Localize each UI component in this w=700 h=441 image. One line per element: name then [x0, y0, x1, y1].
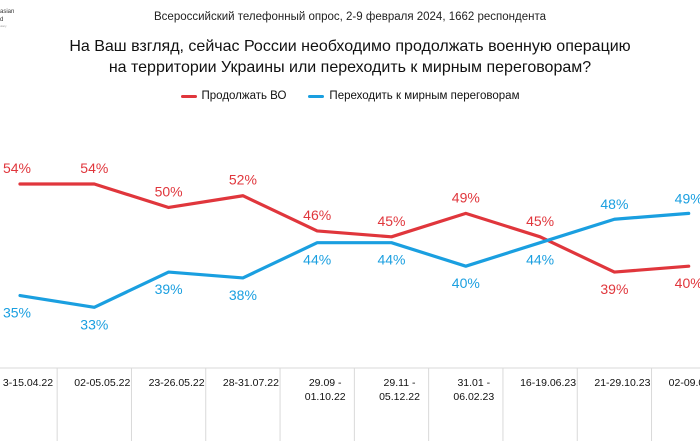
data-label-continue: 45% [526, 213, 554, 229]
x-tick-label: 02-05.05.22 [74, 377, 130, 389]
series-line-negotiate [18, 211, 691, 309]
legend-label-continue: Продолжать ВО [201, 90, 287, 102]
x-tick-label: 3-15.04.22 [3, 377, 53, 389]
data-label-negotiate: 48% [600, 196, 628, 212]
data-label-continue: 54% [3, 160, 31, 176]
series-line-continue [18, 182, 691, 274]
logo-line1: asian [0, 9, 15, 15]
chart-title: На Ваш взгляд, сейчас России необходимо … [40, 36, 660, 78]
x-tick-label: 02-09.02.20 [669, 377, 700, 389]
x-tick-label: 29.09 -01.10.22 [305, 377, 346, 403]
data-label-negotiate: 35% [3, 305, 31, 321]
legend-item-continue: Продолжать ВО [180, 90, 287, 102]
data-label-negotiate: 38% [229, 287, 257, 303]
x-tick-label: 21-29.10.23 [594, 377, 650, 389]
data-label-continue: 50% [155, 183, 183, 199]
x-tick-label: 31.01 -06.02.23 [453, 377, 494, 403]
x-tick-label: 23-26.05.22 [149, 377, 205, 389]
data-label-negotiate: 40% [452, 275, 480, 291]
data-label-continue: 45% [377, 213, 405, 229]
chart-title-line2: на территории Украины или переходить к м… [108, 59, 592, 76]
chart-legend: Продолжать ВО Переходить к мирным перего… [0, 90, 700, 102]
legend-item-negotiate: Переходить к мирным переговорам [308, 90, 519, 102]
data-label-continue: 39% [600, 281, 628, 297]
data-label-continue: 52% [229, 172, 257, 188]
chart-title-line1: На Ваш взгляд, сейчас России необходимо … [69, 38, 631, 55]
x-tick-label: 28-31.07.22 [223, 377, 279, 389]
logo-line3: ulary [0, 24, 7, 28]
logo-line2: d [0, 17, 4, 23]
data-label-continue: 54% [80, 160, 108, 176]
data-label-negotiate: 33% [80, 316, 108, 332]
x-tick-label: 16-19.06.23 [520, 377, 576, 389]
data-label-continue: 49% [452, 189, 480, 205]
x-tick-label: 29.11 -05.12.22 [379, 377, 420, 403]
logo: asian d ulary [0, 8, 24, 29]
data-label-continue: 40% [675, 275, 700, 291]
data-label-continue: 46% [303, 207, 331, 223]
data-label-negotiate: 44% [303, 252, 331, 268]
data-label-negotiate: 44% [526, 252, 554, 268]
data-label-negotiate: 49% [675, 190, 700, 206]
legend-swatch-red [180, 94, 197, 98]
data-label-negotiate: 39% [155, 281, 183, 297]
survey-subtitle: Всероссийский телефонный опрос, 2-9 февр… [154, 11, 546, 23]
legend-label-negotiate: Переходить к мирным переговорам [329, 90, 520, 102]
legend-swatch-blue [308, 94, 325, 98]
data-label-negotiate: 44% [377, 252, 405, 268]
